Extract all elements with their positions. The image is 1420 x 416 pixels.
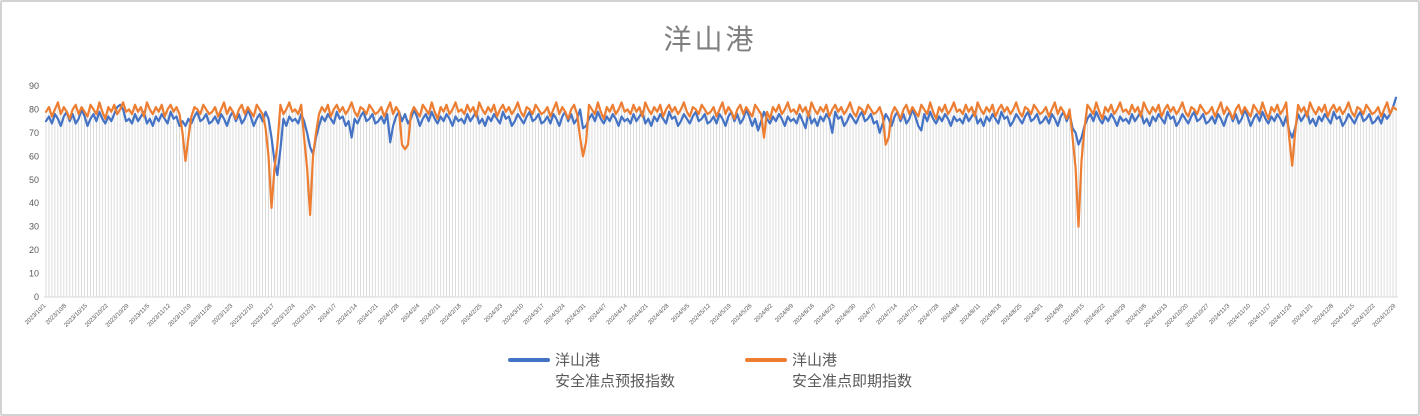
y-tick-label: 90 [29,81,39,91]
x-tick-label: 2024/4/28 [647,303,671,327]
x-tick-label: 2024/5/26 [730,303,754,327]
y-tick-label: 30 [29,222,39,232]
x-tick-label: 2024/6/23 [814,303,838,327]
chart-legend: 洋山港 安全准点预报指数 洋山港 安全准点即期指数 [2,350,1418,392]
x-tick-label: 2024/3/31 [564,303,588,327]
y-axis-labels: 0 10 20 30 40 50 60 70 80 90 [29,81,39,302]
x-tick-label: 2024/9/29 [1104,303,1128,327]
x-tick-label: 2024/3/24 [544,303,568,327]
x-tick-label: 2024/11/24 [1268,303,1294,329]
x-tick-label: 2024/7/7 [857,303,878,324]
x-tick-label: 2024/9/15 [1063,303,1087,327]
x-tick-label: 2024/3/3 [484,303,505,324]
legend-label-forecast-line1: 洋山港 [554,352,600,369]
x-tick-label: 2024/2/25 [460,303,484,327]
x-tick-label: 2024/3/10 [502,303,526,327]
y-tick-label: 20 [29,245,39,255]
legend-item-forecast-index[interactable]: 洋山港 安全准点预报指数 [507,350,675,392]
x-tick-label: 2024/7/21 [897,303,921,327]
y-tick-label: 70 [29,128,39,138]
spot-series-line [44,101,1398,228]
legend-label-forecast: 洋山港 安全准点预报指数 [555,350,675,392]
x-tick-label: 2024/6/2 [754,303,775,324]
x-tick-label: 2024/4/21 [627,303,651,327]
x-tick-label: 2023/11/26 [188,303,214,329]
y-tick-label: 80 [29,104,39,114]
x-tick-label: 2024/3/17 [523,303,547,327]
legend-item-spot-index[interactable]: 洋山港 安全准点即期指数 [745,350,912,392]
forecast-series-line [44,96,1398,177]
x-tick-label: 2024/8/25 [1000,303,1024,327]
y-tick-label: 40 [29,198,39,208]
x-tick-label: 2024/2/4 [401,303,422,324]
x-tick-label: 2024/1/14 [336,303,360,327]
x-tick-label: 2024/6/30 [834,303,858,327]
y-tick-label: 0 [34,292,39,302]
legend-label-spot-line1: 洋山港 [792,352,838,369]
legend-label-spot: 洋山港 安全准点即期指数 [792,350,912,392]
y-tick-label: 60 [29,151,39,161]
x-tick-label: 2024/4/7 [587,303,608,324]
legend-label-spot-line2: 安全准点即期指数 [792,373,913,390]
x-axis-labels: 2023/10/12023/10/82023/10/152023/10/2220… [24,303,1398,329]
x-tick-label: 2024/5/19 [710,303,734,327]
y-tick-label: 50 [29,175,39,185]
x-tick-label: 2024/1/21 [357,303,381,327]
x-tick-label: 2024/5/5 [671,303,692,324]
legend-line-swatch-spot [745,358,787,362]
legend-label-forecast-line2: 安全准点预报指数 [554,373,675,390]
y-tick-label: 10 [29,269,39,279]
x-tick-label: 2024/8/4 [941,303,962,324]
x-tick-label: 2024/1/7 [317,303,338,324]
x-tick-label: 2024/7/28 [917,303,941,327]
x-tick-label: 2024/6/9 [774,303,795,324]
legend-line-swatch-forecast [507,358,550,362]
x-tick-label: 2023/10/1 [24,303,48,327]
x-tick-label: 2024/8/18 [980,303,1004,327]
x-tick-label: 2024/6/16 [793,303,817,327]
x-tick-label: 2024/9/8 [1044,303,1065,324]
x-tick-label: 2024/9/22 [1084,303,1108,327]
x-tick-label: 2024/7/14 [876,303,900,327]
x-tick-label: 2024/5/12 [689,303,713,327]
x-tick-label: 2024/9/1 [1024,303,1045,324]
chart-title: 洋山港 [663,24,757,55]
x-tick-label: 2024/4/14 [606,303,630,327]
plot-area[interactable]: 0 10 20 30 40 50 60 70 80 90 2023/10/12023/10/8202… [2,2,1420,348]
x-tick-label: 2024/2/18 [440,303,464,327]
daily-drop-lines [45,98,1397,297]
x-tick-label: 2024/12/1 [1291,303,1315,327]
x-tick-label: 2024/1/28 [377,303,401,327]
